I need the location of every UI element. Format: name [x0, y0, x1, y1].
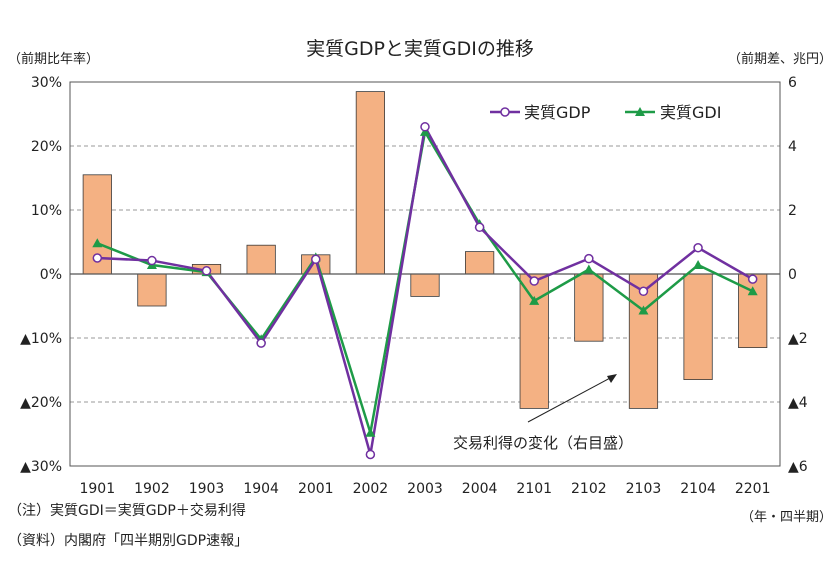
gdp-point-2101	[529, 276, 539, 286]
gdp-point-2003	[420, 122, 430, 132]
left-axis-ticks: 30% 20% 10% 0% ▲10% ▲20% ▲30%	[20, 75, 62, 475]
right-tick-label: 2	[788, 203, 797, 219]
source-text: （資料）内閣府「四半期別GDP速報」	[8, 533, 248, 549]
gdp-point-1903	[201, 266, 212, 276]
bar-2104	[683, 273, 713, 380]
x-tick-label: 2101	[516, 481, 552, 497]
bar-2102	[574, 273, 604, 342]
annotation: 交易利得の変化（右目盛）	[453, 374, 633, 452]
right-tick-label: ▲4	[788, 395, 808, 411]
gdp-point-2004	[474, 222, 485, 233]
annotation-arrow	[527, 376, 613, 423]
left-tick-label: 20%	[31, 139, 62, 155]
gdp-point-2103	[638, 286, 649, 297]
right-tick-label: 6	[788, 75, 797, 91]
bar-2002	[355, 91, 385, 275]
plot-area-frame	[69, 81, 781, 467]
gdi-point-2002	[365, 427, 376, 437]
gdi-point-2101	[529, 295, 540, 305]
x-tick-label: 2201	[735, 481, 771, 497]
x-tick-label: 1901	[79, 481, 115, 497]
gdp-point-2002	[365, 449, 376, 460]
bar-series-trade-gain	[82, 91, 768, 409]
legend: 実質GDP 実質GDI	[490, 103, 721, 122]
bar-2201	[738, 273, 768, 348]
x-tick-label: 2002	[353, 481, 389, 497]
note-text: （注）実質GDI＝実質GDP＋交易利得	[8, 502, 246, 519]
x-axis-label: （年・四半期）	[741, 510, 832, 525]
gdp-point-2001	[311, 254, 321, 265]
right-tick-label: 0	[788, 267, 797, 283]
bar-2004	[465, 251, 495, 275]
legend-gdp-marker	[500, 107, 510, 117]
gdi-point-2102	[583, 264, 594, 274]
line-series	[92, 122, 758, 460]
chart-title: 実質GDPと実質GDIの推移	[306, 38, 534, 60]
gridlines	[70, 145, 780, 403]
bar-1902	[137, 273, 167, 307]
x-tick-label: 1903	[189, 481, 225, 497]
legend-gdi-label: 実質GDI	[660, 103, 721, 122]
gdp-point-1902	[147, 255, 157, 266]
x-tick-label: 2102	[571, 481, 607, 497]
left-tick-label: 0%	[40, 267, 62, 283]
bar-2103	[628, 273, 659, 409]
gdi-point-2103	[638, 305, 649, 315]
right-tick-label: ▲2	[788, 331, 808, 347]
x-tick-label: 2001	[298, 481, 334, 497]
left-tick-label: 30%	[31, 75, 62, 91]
bar-1904	[246, 244, 276, 275]
gdi-point-2104	[693, 260, 704, 270]
right-tick-label: 4	[788, 139, 797, 155]
left-tick-label: ▲10%	[20, 331, 62, 347]
x-axis-ticks: 1901 1902 1903 1904 2001 2002 2003 2004 2101 2102…	[79, 481, 770, 497]
gdp-point-2102	[584, 253, 594, 264]
legend-gdi-marker	[635, 107, 645, 116]
legend-gdp-label: 実質GDP	[524, 103, 591, 122]
gdp-point-2201	[747, 274, 758, 284]
bar-2003	[410, 273, 440, 297]
gdi-point-2201	[747, 286, 758, 296]
annotation-text: 交易利得の変化（右目盛）	[453, 434, 633, 452]
x-tick-label: 2004	[462, 481, 498, 497]
right-axis-ticks: 6 4 2 0 ▲2 ▲4 ▲6	[788, 75, 808, 475]
x-tick-label: 1904	[243, 481, 279, 497]
right-axis-label: （前期差、兆円）	[728, 51, 832, 67]
gdi-point-1901	[92, 238, 103, 248]
x-tick-label: 2103	[626, 481, 662, 497]
x-tick-label: 2003	[407, 481, 443, 497]
annotation-arrowhead	[607, 374, 617, 383]
gdp-point-1904	[256, 338, 266, 348]
gdp-point-1901	[92, 253, 103, 263]
x-tick-label: 1902	[134, 481, 170, 497]
left-tick-label: 10%	[31, 203, 62, 219]
left-tick-label: ▲20%	[20, 395, 62, 411]
x-tick-label: 2104	[680, 481, 716, 497]
left-axis-label: （前期比年率）	[8, 51, 99, 67]
right-tick-label: ▲6	[788, 459, 808, 475]
gdp-point-2104	[693, 243, 703, 253]
left-tick-label: ▲30%	[20, 459, 62, 475]
